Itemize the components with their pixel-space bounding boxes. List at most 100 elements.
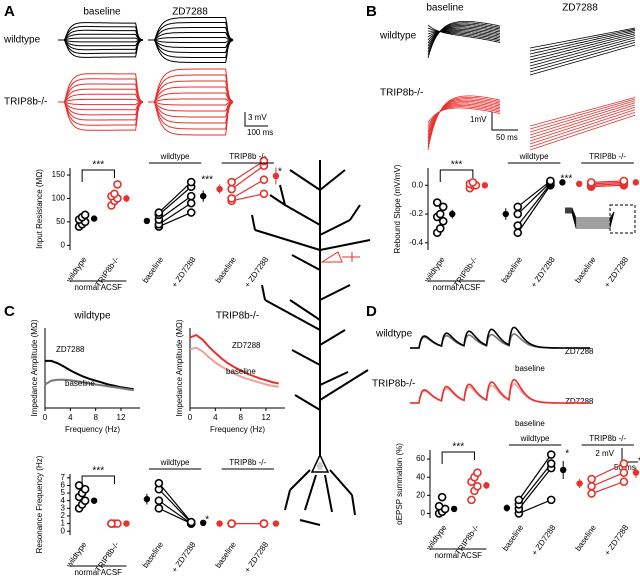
trace xyxy=(58,39,144,55)
mean-point xyxy=(200,192,207,200)
y-tick-label: -0.2 xyxy=(409,209,423,218)
trace xyxy=(427,99,501,142)
trace xyxy=(148,39,234,43)
x-tick-label: 0 xyxy=(188,413,193,422)
trace xyxy=(148,39,234,53)
data-point xyxy=(546,450,556,459)
y-axis-label: Impedance Amplitude (MΩ) xyxy=(175,319,184,416)
mean-point xyxy=(123,195,130,202)
trace xyxy=(565,207,615,219)
y-axis-label: Input Resistance (MΩ) xyxy=(35,169,44,249)
group-label: normal ACSF xyxy=(434,551,482,560)
pair-line xyxy=(158,507,192,525)
y-tick-label: 40 xyxy=(416,472,425,481)
scale-label: 1mV xyxy=(470,115,487,124)
y-axis-label: Rebound Slope (mV/mV) xyxy=(393,164,402,253)
x-tick-label: 4 xyxy=(213,413,218,422)
group-label: wildtype xyxy=(160,458,190,467)
pair-line xyxy=(591,181,624,185)
x-tick-label: + ZD7288 xyxy=(603,523,631,558)
trace xyxy=(427,107,501,124)
mean-point xyxy=(143,495,151,503)
series-line xyxy=(189,346,279,388)
pair-line xyxy=(231,165,265,190)
mean-point xyxy=(502,210,509,218)
pair-line xyxy=(158,488,192,524)
data-point xyxy=(513,209,523,219)
data-point xyxy=(259,175,269,185)
trace xyxy=(529,97,636,127)
group-label: TRIP8b -/- xyxy=(229,152,266,161)
trace xyxy=(148,98,233,103)
pair-line xyxy=(158,202,192,225)
trace xyxy=(58,25,144,41)
y-tick-label: 2 xyxy=(61,511,66,520)
x-axis-label: Frequency (Hz) xyxy=(210,425,265,434)
bracket xyxy=(441,451,475,464)
trace xyxy=(529,31,636,58)
x-axis-label: Frequency (Hz) xyxy=(65,425,120,434)
pair-line xyxy=(158,211,192,228)
y-tick-label: 20 xyxy=(416,490,425,499)
data-point xyxy=(619,468,629,477)
x-tick-label: baseline xyxy=(573,523,598,553)
x-tick-label: + ZD7288 xyxy=(170,540,198,575)
panel-letter: D xyxy=(366,303,377,320)
trace xyxy=(58,22,144,41)
x-tick-label: 12 xyxy=(117,413,126,422)
trace xyxy=(58,93,144,103)
pair-line xyxy=(591,463,625,480)
trace xyxy=(529,100,636,133)
trace xyxy=(529,44,636,76)
mean-point xyxy=(216,520,223,527)
pair-line xyxy=(231,160,265,183)
trace xyxy=(565,211,615,229)
data-point xyxy=(513,221,523,230)
pair-line xyxy=(158,186,192,216)
trace xyxy=(148,101,234,136)
trace xyxy=(58,33,144,41)
data-point xyxy=(587,489,596,498)
trace xyxy=(148,39,234,63)
pair-line xyxy=(517,183,551,226)
mean-point xyxy=(90,497,98,504)
row-label: TRIP8b-/- xyxy=(380,88,423,99)
pair-line xyxy=(158,500,192,525)
trace xyxy=(427,105,501,130)
scale-label: 50 ms xyxy=(496,133,518,142)
data-point xyxy=(259,519,269,528)
trace xyxy=(427,102,501,136)
x-tick-label: + ZD7288 xyxy=(243,540,271,575)
data-point xyxy=(432,198,442,207)
data-point xyxy=(435,224,445,233)
series-line xyxy=(45,359,134,391)
data-point xyxy=(186,208,196,217)
chart-title: wildtype xyxy=(73,311,111,322)
trace-title: ZD7288 xyxy=(562,3,598,14)
data-point xyxy=(587,481,596,491)
x-tick-label: baseline xyxy=(141,540,166,570)
trace xyxy=(58,101,144,121)
trace xyxy=(529,104,636,139)
data-point xyxy=(513,228,523,238)
y-axis-label: Resonance Frequency (Hz) xyxy=(35,455,44,553)
inset xyxy=(609,204,636,234)
x-tick-label: wildtype xyxy=(424,523,449,553)
pair-line xyxy=(591,472,625,487)
bracket xyxy=(81,169,115,182)
chart-title: TRIP8b-/- xyxy=(216,311,259,322)
trace-title: baseline xyxy=(426,3,464,14)
pair-line xyxy=(518,463,552,505)
panel-letter: A xyxy=(4,3,15,20)
x-tick-label: baseline xyxy=(500,255,525,285)
trace xyxy=(529,39,636,70)
trace-label: baseline xyxy=(515,364,545,373)
data-point xyxy=(259,189,269,199)
data-point xyxy=(113,180,122,189)
mean-point xyxy=(123,520,130,527)
group-label: normal ACSF xyxy=(433,283,481,292)
nucleus xyxy=(317,462,323,470)
x-tick-label: + ZD7288 xyxy=(530,523,558,558)
mean-point xyxy=(272,172,280,180)
y-tick-label: 7 xyxy=(61,473,66,482)
